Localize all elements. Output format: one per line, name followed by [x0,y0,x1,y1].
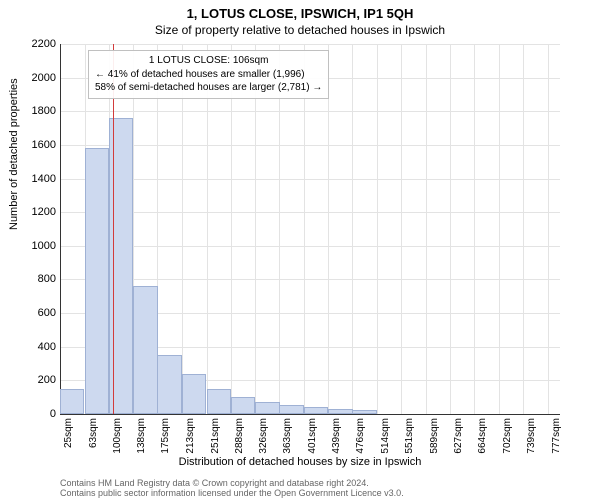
x-tick-label: 213sqm [185,418,196,454]
histogram-bar [60,389,84,414]
x-tick-label: 326sqm [258,418,269,454]
y-tick-label: 1000 [16,240,56,252]
x-tick-label: 138sqm [136,418,147,454]
x-tick-label: 739sqm [526,418,537,454]
x-tick-label: 100sqm [112,418,123,454]
grid-line-h [60,279,560,280]
histogram-bar [255,402,279,414]
annotation-line: 58% of semi-detached houses are larger (… [95,81,322,95]
page-title: 1, LOTUS CLOSE, IPSWICH, IP1 5QH [0,0,600,21]
grid-line-v [474,44,475,414]
grid-line-v [450,44,451,414]
histogram-bar [157,355,181,414]
y-tick-label: 400 [16,341,56,353]
histogram-bar [328,409,352,414]
grid-line-h [60,414,560,415]
footer-line-1: Contains HM Land Registry data © Crown c… [60,478,404,488]
grid-line-h [60,179,560,180]
y-tick-label: 200 [16,374,56,386]
grid-line-v [279,44,280,414]
footer-attribution: Contains HM Land Registry data © Crown c… [60,478,404,499]
grid-line-v [255,44,256,414]
annotation-box: 1 LOTUS CLOSE: 106sqm← 41% of detached h… [88,50,329,99]
property-marker-line [113,44,115,414]
grid-line-v [377,44,378,414]
x-tick-label: 476sqm [355,418,366,454]
histogram-bar [207,389,231,414]
y-tick-label: 1800 [16,105,56,117]
grid-line-v [352,44,353,414]
grid-line-v [207,44,208,414]
histogram-bar [85,148,109,414]
y-tick-label: 1200 [16,206,56,218]
grid-line-v [499,44,500,414]
chart-container: 1, LOTUS CLOSE, IPSWICH, IP1 5QH Size of… [0,0,600,500]
histogram-bar [182,374,206,414]
y-axis-line [60,44,61,414]
x-tick-label: 702sqm [502,418,513,454]
grid-line-h [60,145,560,146]
grid-line-h [60,111,560,112]
grid-line-v [231,44,232,414]
y-tick-label: 2000 [16,72,56,84]
y-tick-label: 600 [16,307,56,319]
y-tick-label: 1600 [16,139,56,151]
grid-line-v [426,44,427,414]
x-tick-label: 589sqm [429,418,440,454]
y-tick-label: 800 [16,273,56,285]
x-tick-label: 363sqm [282,418,293,454]
x-tick-label: 251sqm [210,418,221,454]
histogram-bar [279,405,303,414]
histogram-bar [352,410,376,414]
x-tick-label: 627sqm [453,418,464,454]
x-tick-label: 664sqm [477,418,488,454]
x-tick-label: 439sqm [331,418,342,454]
x-tick-label: 551sqm [404,418,415,454]
x-tick-label: 401sqm [307,418,318,454]
x-tick-label: 514sqm [380,418,391,454]
plot-area: 0200400600800100012001400160018002000220… [60,44,560,414]
grid-line-h [60,246,560,247]
grid-line-h [60,212,560,213]
grid-line-v [328,44,329,414]
grid-line-v [182,44,183,414]
y-tick-label: 0 [16,408,56,420]
x-tick-label: 288sqm [234,418,245,454]
footer-line-2: Contains public sector information licen… [60,488,404,498]
annotation-line: 1 LOTUS CLOSE: 106sqm [95,54,322,68]
annotation-line: ← 41% of detached houses are smaller (1,… [95,68,322,82]
grid-line-v [523,44,524,414]
histogram-bar [231,397,255,414]
grid-line-v [304,44,305,414]
x-tick-label: 63sqm [88,418,99,448]
x-axis-label: Distribution of detached houses by size … [0,456,600,468]
x-tick-label: 25sqm [63,418,74,448]
grid-line-h [60,44,560,45]
grid-line-v [401,44,402,414]
x-tick-label: 777sqm [551,418,562,454]
y-tick-label: 2200 [16,38,56,50]
grid-line-v [548,44,549,414]
histogram-bar [304,407,328,414]
histogram-bar [133,286,157,414]
x-tick-label: 175sqm [160,418,171,454]
y-tick-label: 1400 [16,173,56,185]
page-subtitle: Size of property relative to detached ho… [0,21,600,37]
